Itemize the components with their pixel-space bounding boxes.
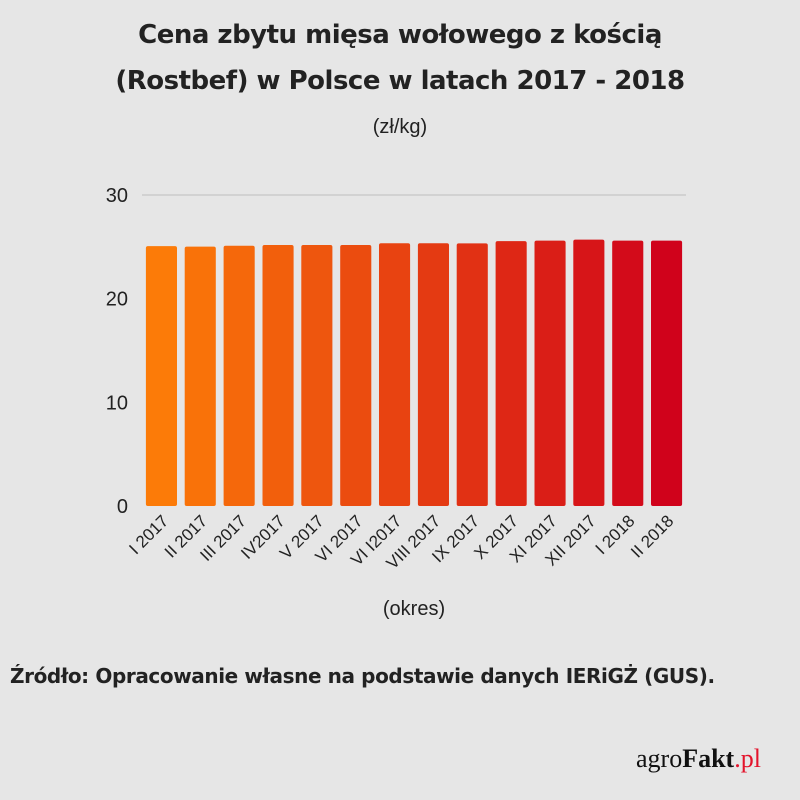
unit-label: (zł/kg) (372, 116, 428, 138)
x-axis-label: (okres) (382, 598, 446, 620)
source-note: Źródło: Opracowanie własne na podstawie … (10, 664, 715, 688)
logo-part-pl: .pl (734, 744, 761, 773)
bar-1 (145, 246, 177, 506)
logo-part-agro: agro (636, 744, 683, 773)
y-tick-label: 20 (106, 289, 128, 311)
bar-2 (184, 246, 216, 506)
x-tick-label: II 2018 (627, 511, 677, 561)
bar-9 (456, 243, 488, 506)
bar-14 (651, 240, 683, 506)
bar-6 (340, 245, 372, 506)
chart-title-line-1: Cena zbytu mięsa wołowego z kością (138, 20, 662, 50)
bar-10 (495, 241, 527, 506)
bar-12 (573, 239, 605, 506)
bar-3 (223, 245, 255, 507)
y-tick-label: 0 (117, 496, 128, 518)
bar-11 (534, 240, 566, 506)
bar-8 (417, 243, 449, 506)
bar-5 (301, 245, 333, 506)
y-tick-label: 30 (106, 185, 128, 207)
bar-7 (379, 243, 411, 506)
bar-4 (262, 245, 294, 506)
chart-title-line-2: (Rostbef) w Polsce w latach 2017 - 2018 (115, 66, 685, 96)
bar-13 (612, 240, 644, 506)
logo-part-fakt: Fakt (682, 744, 735, 773)
agrofakt-logo: agroFakt.pl (636, 744, 761, 774)
y-tick-label: 10 (106, 392, 128, 414)
